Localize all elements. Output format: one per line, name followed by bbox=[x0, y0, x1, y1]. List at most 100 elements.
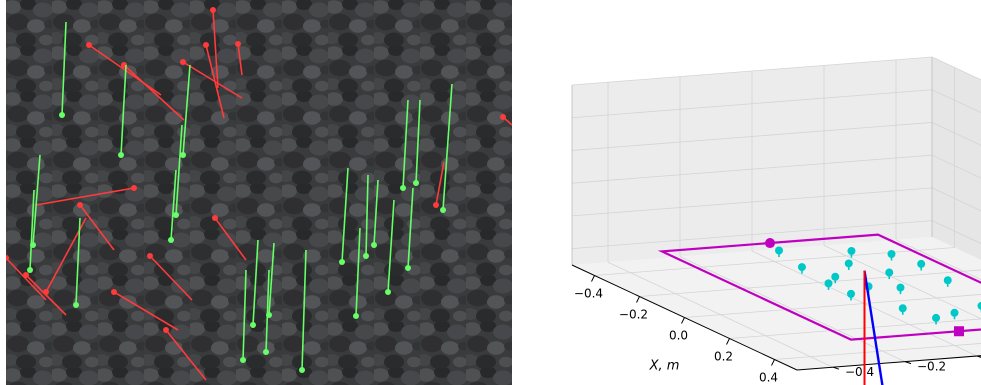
inlier-keypoint bbox=[59, 112, 65, 118]
outlier-track bbox=[25, 274, 67, 316]
inlier-track bbox=[415, 99, 421, 184]
point-marker bbox=[887, 249, 896, 258]
point-marker bbox=[775, 246, 783, 255]
grid-line bbox=[823, 245, 981, 320]
grid-line bbox=[931, 122, 981, 146]
inlier-keypoint bbox=[263, 349, 269, 355]
outlier-track bbox=[214, 217, 247, 261]
outlier-track bbox=[165, 329, 207, 381]
grid-line bbox=[729, 318, 981, 339]
x-tick bbox=[591, 275, 595, 282]
outlier-track bbox=[205, 44, 225, 119]
inlier-keypoint bbox=[353, 313, 359, 319]
y-tick-label: −0.2 bbox=[917, 360, 946, 374]
y-tick bbox=[976, 355, 981, 358]
inlier-track bbox=[61, 21, 67, 116]
outlier-keypoint bbox=[203, 42, 209, 48]
inlier-track bbox=[373, 179, 379, 246]
point-marker bbox=[797, 263, 806, 272]
point-marker bbox=[844, 259, 853, 268]
grid-line bbox=[571, 89, 933, 119]
inlier-track bbox=[252, 239, 259, 326]
grid-line bbox=[931, 154, 981, 179]
inlier-keypoint bbox=[400, 185, 406, 191]
inlier-track bbox=[402, 99, 409, 189]
frame-end-marker bbox=[954, 326, 964, 337]
inlier-keypoint bbox=[371, 242, 377, 248]
point-marker bbox=[824, 279, 833, 288]
asphalt-texture bbox=[6, 0, 512, 385]
asphalt-photo-panel bbox=[6, 0, 512, 385]
inlier-keypoint bbox=[240, 357, 246, 363]
outlier-track bbox=[6, 257, 47, 301]
grid-line bbox=[571, 220, 933, 250]
point-marker bbox=[932, 313, 941, 322]
x-axis-label: X, m bbox=[649, 359, 680, 374]
outlier-keypoint bbox=[235, 41, 241, 47]
inlier-keypoint bbox=[27, 267, 33, 273]
back-pane bbox=[932, 57, 981, 260]
outlier-keypoint bbox=[131, 185, 137, 191]
inlier-keypoint bbox=[168, 237, 174, 243]
outlier-track bbox=[79, 204, 115, 251]
inlier-track bbox=[365, 174, 369, 257]
point-marker bbox=[943, 276, 952, 285]
inlier-keypoint bbox=[299, 367, 305, 373]
point-marker bbox=[917, 259, 926, 268]
inlier-track bbox=[175, 124, 183, 216]
outlier-track bbox=[212, 9, 219, 89]
inlier-keypoint bbox=[405, 265, 411, 271]
inlier-keypoint bbox=[385, 289, 391, 295]
outlier-keypoint bbox=[77, 202, 83, 208]
x-tick bbox=[636, 296, 640, 303]
y-tick bbox=[904, 361, 912, 365]
point-marker bbox=[896, 283, 905, 292]
x-tick-label: −0.4 bbox=[574, 287, 603, 301]
frame-start-marker bbox=[765, 238, 775, 249]
y-tick bbox=[832, 366, 840, 370]
outlier-keypoint bbox=[500, 114, 506, 120]
outlier-track bbox=[35, 187, 135, 206]
x-tick-label: 0.2 bbox=[714, 350, 733, 364]
inlier-keypoint bbox=[250, 322, 256, 328]
grid-line bbox=[931, 56, 981, 81]
outlier-track bbox=[237, 43, 243, 76]
inlier-track bbox=[268, 242, 275, 316]
inlier-track bbox=[120, 64, 127, 156]
3d-plot-panel: −0.4−0.20.00.20.4−0.4−0.20.00.20.40.0−0.… bbox=[571, 56, 981, 385]
inlier-keypoint bbox=[440, 207, 446, 213]
outlier-keypoint bbox=[163, 327, 169, 333]
outlier-track bbox=[182, 61, 243, 99]
outlier-track bbox=[435, 161, 445, 206]
inlier-track bbox=[75, 217, 81, 306]
grid-line bbox=[571, 154, 933, 184]
grid-line bbox=[571, 187, 933, 217]
point-marker bbox=[831, 272, 840, 281]
grid-line bbox=[931, 187, 981, 212]
inlier-track bbox=[32, 154, 41, 246]
inlier-keypoint bbox=[180, 152, 186, 158]
outlier-keypoint bbox=[6, 255, 9, 261]
x-tick bbox=[681, 317, 685, 324]
x-tick-label: 0.0 bbox=[669, 329, 688, 343]
outlier-keypoint bbox=[86, 42, 92, 48]
point-marker bbox=[950, 308, 959, 317]
grid-line bbox=[571, 56, 933, 86]
grid-line bbox=[774, 343, 981, 360]
inlier-keypoint bbox=[118, 152, 124, 158]
inlier-keypoint bbox=[173, 212, 179, 218]
inlier-track bbox=[355, 227, 361, 317]
inlier-track bbox=[301, 249, 307, 371]
outlier-keypoint bbox=[433, 202, 439, 208]
outlier-keypoint bbox=[212, 215, 218, 221]
outlier-keypoint bbox=[111, 289, 117, 295]
inlier-track bbox=[341, 167, 349, 263]
inlier-track bbox=[29, 189, 35, 271]
point-marker bbox=[847, 289, 855, 298]
point-marker bbox=[898, 304, 907, 313]
point-marker bbox=[977, 301, 981, 310]
inlier-track bbox=[442, 83, 453, 211]
point-marker bbox=[885, 268, 894, 277]
grid-line bbox=[895, 239, 981, 280]
inlier-keypoint bbox=[363, 253, 369, 259]
